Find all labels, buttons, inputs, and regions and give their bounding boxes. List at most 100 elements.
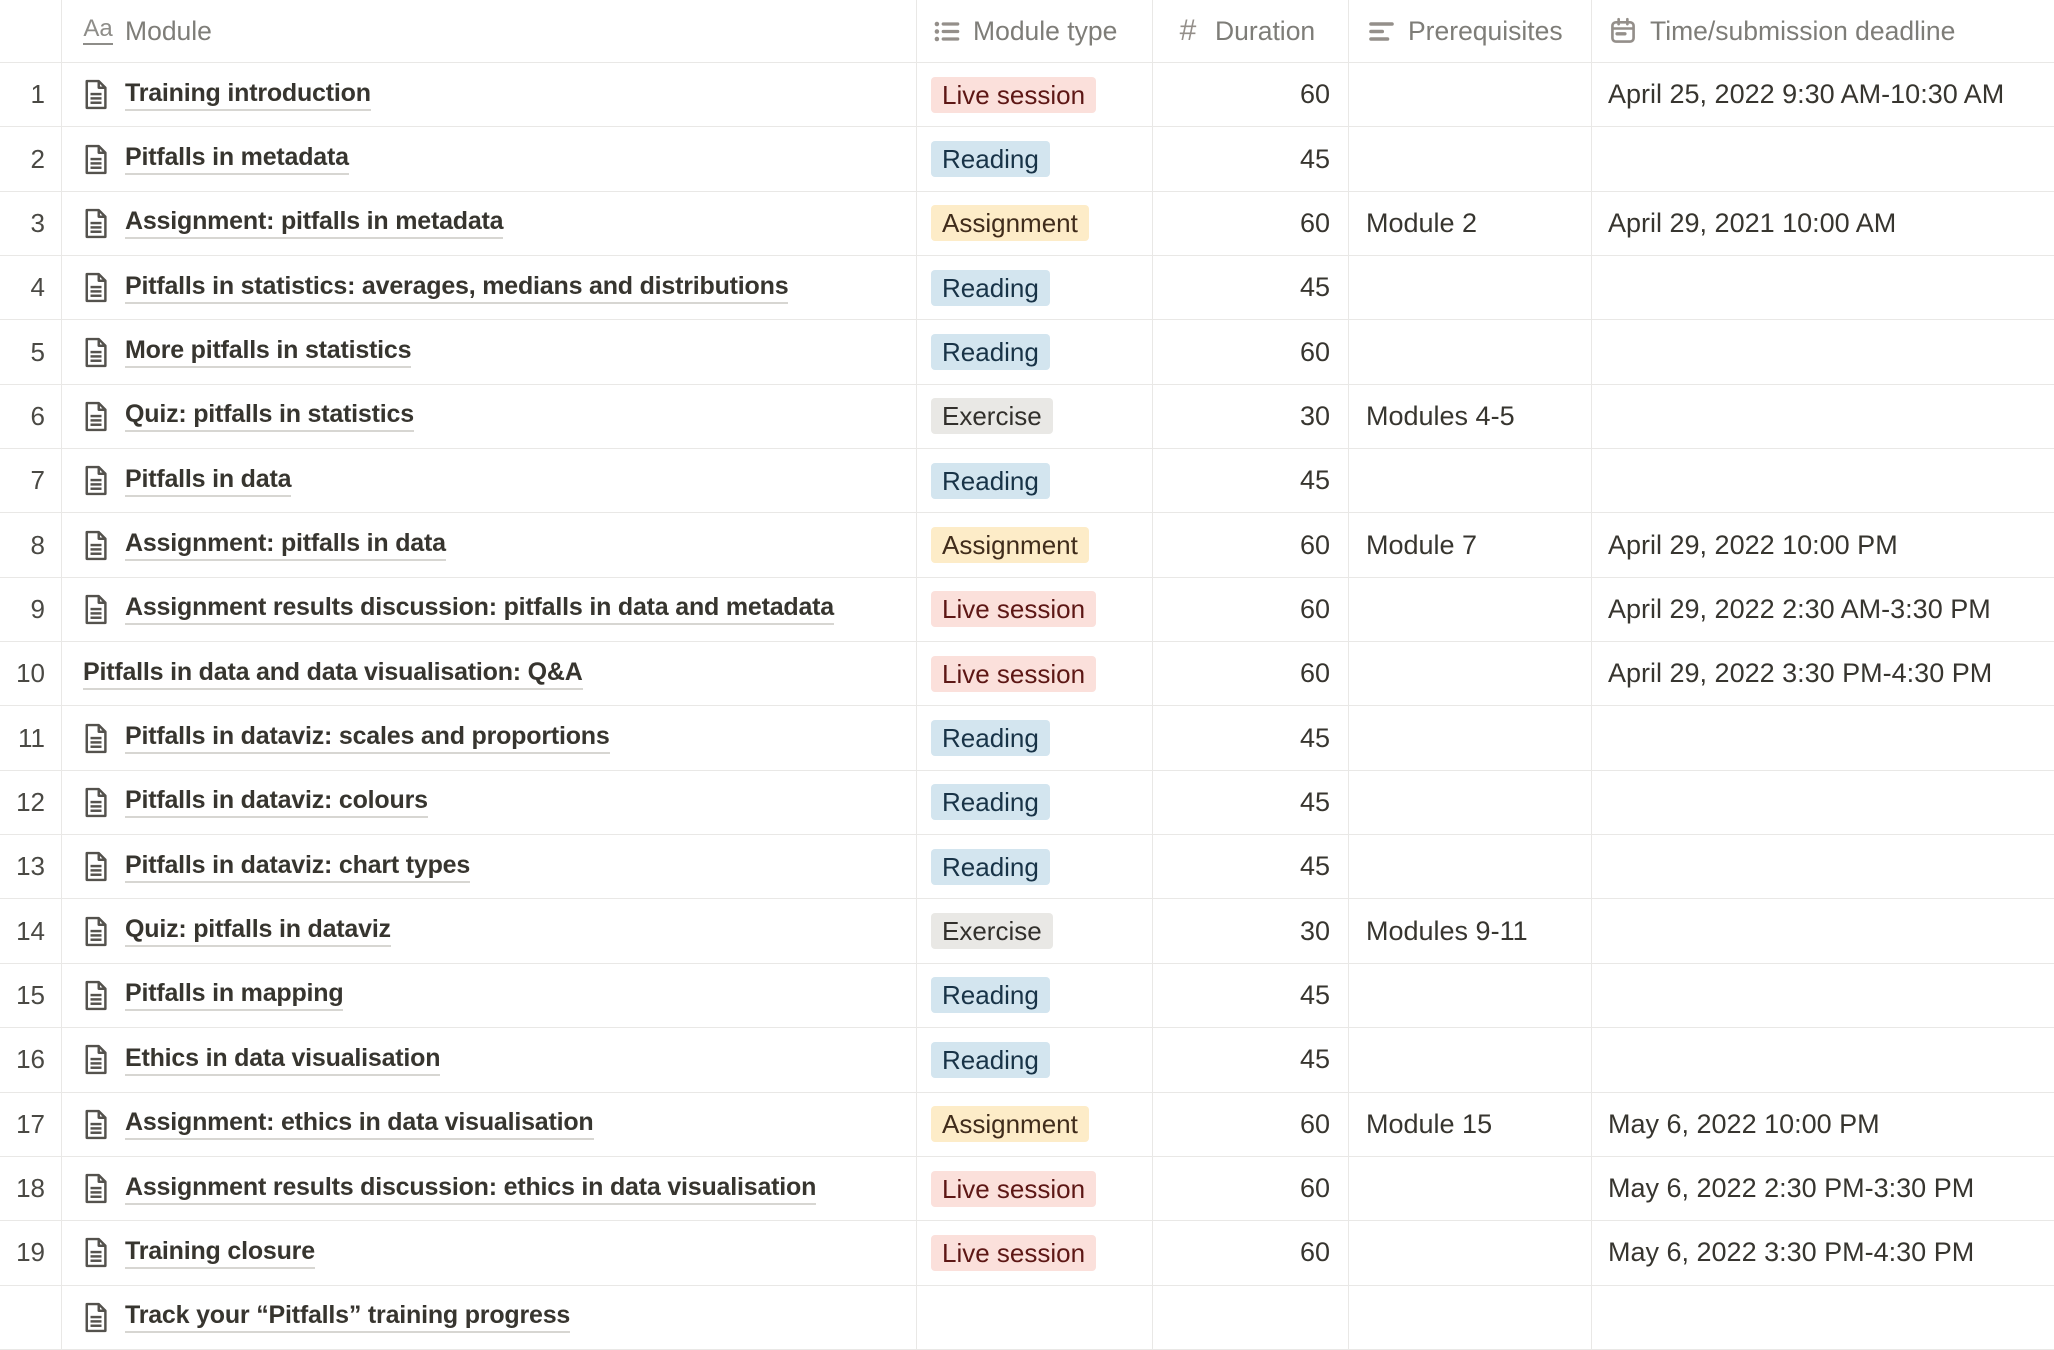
deadline-cell[interactable] [1592, 899, 2054, 962]
prerequisites-cell[interactable] [1349, 706, 1592, 770]
module-title-link[interactable]: Training introduction [125, 79, 371, 111]
module-cell[interactable]: Assignment results discussion: ethics in… [62, 1156, 917, 1221]
duration-cell[interactable]: 60 [1153, 577, 1349, 642]
module-type-cell[interactable]: Reading [917, 127, 1153, 191]
prerequisites-cell[interactable] [1349, 642, 1592, 706]
module-type-cell[interactable]: Exercise [917, 384, 1153, 449]
duration-cell[interactable]: 45 [1153, 256, 1349, 320]
deadline-cell[interactable] [1592, 256, 2054, 319]
module-title-link[interactable]: Pitfalls in mapping [125, 979, 344, 1012]
prerequisites-cell[interactable]: Modules 9-11 [1349, 899, 1592, 963]
module-title-link[interactable]: Assignment: pitfalls in data [125, 529, 446, 562]
module-title-link[interactable]: Assignment: pitfalls in metadata [125, 207, 504, 240]
module-cell[interactable]: Pitfalls in data and data visualisation:… [62, 642, 917, 706]
duration-cell[interactable]: 60 [1153, 1092, 1349, 1156]
prerequisites-cell[interactable] [1349, 63, 1592, 127]
duration-cell[interactable] [1153, 1285, 1349, 1349]
duration-cell[interactable]: 45 [1153, 1028, 1349, 1092]
module-cell[interactable]: Training introduction [62, 63, 917, 127]
module-type-cell[interactable]: Reading [917, 320, 1153, 384]
prerequisites-cell[interactable] [1349, 1285, 1592, 1349]
module-type-cell[interactable] [917, 1285, 1153, 1349]
module-title-link[interactable]: Pitfalls in data [125, 465, 291, 497]
duration-cell[interactable]: 30 [1153, 899, 1349, 963]
module-type-cell[interactable]: Reading [917, 256, 1153, 320]
module-type-cell[interactable]: Reading [917, 835, 1153, 899]
module-type-cell[interactable]: Reading [917, 706, 1153, 770]
duration-cell[interactable]: 45 [1153, 449, 1349, 513]
deadline-cell[interactable] [1592, 385, 2054, 448]
prerequisites-cell[interactable]: Module 2 [1349, 191, 1592, 256]
module-type-cell[interactable]: Live session [917, 1156, 1153, 1221]
module-title-link[interactable]: Pitfalls in dataviz: chart types [125, 851, 470, 883]
module-cell[interactable]: Assignment: ethics in data visualisation [62, 1092, 917, 1156]
prerequisites-cell[interactable] [1349, 256, 1592, 320]
module-type-cell[interactable]: Reading [917, 770, 1153, 835]
deadline-cell[interactable] [1592, 771, 2054, 834]
module-cell[interactable]: Assignment: pitfalls in metadata [62, 191, 917, 256]
deadline-cell[interactable] [1592, 1028, 2054, 1091]
module-type-cell[interactable]: Assignment [917, 1092, 1153, 1156]
module-cell[interactable]: Training closure [62, 1221, 917, 1285]
module-title-link[interactable]: Training closure [125, 1237, 315, 1269]
deadline-cell[interactable]: April 29, 2022 10:00 PM [1592, 513, 2054, 576]
module-cell[interactable]: Quiz: pitfalls in dataviz [62, 899, 917, 963]
duration-cell[interactable]: 60 [1153, 513, 1349, 577]
module-title-link[interactable]: Quiz: pitfalls in dataviz [125, 915, 391, 948]
prerequisites-cell[interactable] [1349, 835, 1592, 899]
module-type-cell[interactable]: Live session [917, 1221, 1153, 1285]
module-title-link[interactable]: Pitfalls in dataviz: scales and proporti… [125, 722, 610, 755]
duration-cell[interactable]: 60 [1153, 320, 1349, 384]
module-type-cell[interactable]: Reading [917, 449, 1153, 513]
prerequisites-cell[interactable] [1349, 963, 1592, 1028]
module-cell[interactable]: Assignment: pitfalls in data [62, 513, 917, 577]
module-type-cell[interactable]: Assignment [917, 513, 1153, 577]
module-cell[interactable]: Pitfalls in dataviz: scales and proporti… [62, 706, 917, 770]
module-cell[interactable]: Track your “Pitfalls” training progress [62, 1285, 917, 1349]
module-title-link[interactable]: Assignment results discussion: pitfalls … [125, 593, 834, 626]
duration-cell[interactable]: 60 [1153, 191, 1349, 256]
module-title-link[interactable]: Pitfalls in metadata [125, 143, 349, 176]
deadline-cell[interactable]: May 6, 2022 10:00 PM [1592, 1093, 2054, 1156]
column-header-module[interactable]: Aa Module [62, 0, 917, 62]
module-title-link[interactable]: Pitfalls in dataviz: colours [125, 786, 428, 819]
duration-cell[interactable]: 45 [1153, 706, 1349, 770]
deadline-cell[interactable] [1592, 1286, 2054, 1349]
duration-cell[interactable]: 45 [1153, 963, 1349, 1028]
module-type-cell[interactable]: Assignment [917, 191, 1153, 256]
module-type-cell[interactable]: Live session [917, 577, 1153, 642]
module-type-cell[interactable]: Reading [917, 963, 1153, 1028]
module-type-cell[interactable]: Reading [917, 1028, 1153, 1092]
deadline-cell[interactable]: May 6, 2022 3:30 PM-4:30 PM [1592, 1221, 2054, 1284]
duration-cell[interactable]: 45 [1153, 127, 1349, 191]
module-title-link[interactable]: Pitfalls in statistics: averages, median… [125, 272, 789, 304]
module-cell[interactable]: Pitfalls in dataviz: colours [62, 770, 917, 835]
module-cell[interactable]: Pitfalls in dataviz: chart types [62, 835, 917, 899]
prerequisites-cell[interactable] [1349, 127, 1592, 191]
prerequisites-cell[interactable] [1349, 577, 1592, 642]
duration-cell[interactable]: 45 [1153, 770, 1349, 835]
module-title-link[interactable]: More pitfalls in statistics [125, 336, 412, 369]
module-title-link[interactable]: Assignment results discussion: ethics in… [125, 1173, 816, 1205]
module-type-cell[interactable]: Exercise [917, 899, 1153, 963]
prerequisites-cell[interactable] [1349, 1028, 1592, 1092]
deadline-cell[interactable]: April 29, 2022 3:30 PM-4:30 PM [1592, 642, 2054, 705]
prerequisites-cell[interactable] [1349, 1221, 1592, 1285]
prerequisites-cell[interactable] [1349, 320, 1592, 384]
deadline-cell[interactable]: May 6, 2022 2:30 PM-3:30 PM [1592, 1157, 2054, 1220]
module-cell[interactable]: Assignment results discussion: pitfalls … [62, 577, 917, 642]
module-title-link[interactable]: Pitfalls in data and data visualisation:… [83, 658, 583, 690]
module-cell[interactable]: Pitfalls in statistics: averages, median… [62, 256, 917, 320]
module-type-cell[interactable]: Live session [917, 63, 1153, 127]
module-cell[interactable]: Pitfalls in mapping [62, 963, 917, 1028]
deadline-cell[interactable] [1592, 320, 2054, 383]
column-header-module-type[interactable]: Module type [917, 0, 1153, 62]
prerequisites-cell[interactable]: Module 7 [1349, 513, 1592, 577]
prerequisites-cell[interactable]: Modules 4-5 [1349, 384, 1592, 449]
duration-cell[interactable]: 45 [1153, 835, 1349, 899]
column-header-deadline[interactable]: Time/submission deadline [1592, 0, 2054, 62]
module-title-link[interactable]: Quiz: pitfalls in statistics [125, 400, 414, 433]
module-cell[interactable]: More pitfalls in statistics [62, 320, 917, 384]
duration-cell[interactable]: 60 [1153, 1156, 1349, 1221]
deadline-cell[interactable] [1592, 449, 2054, 512]
